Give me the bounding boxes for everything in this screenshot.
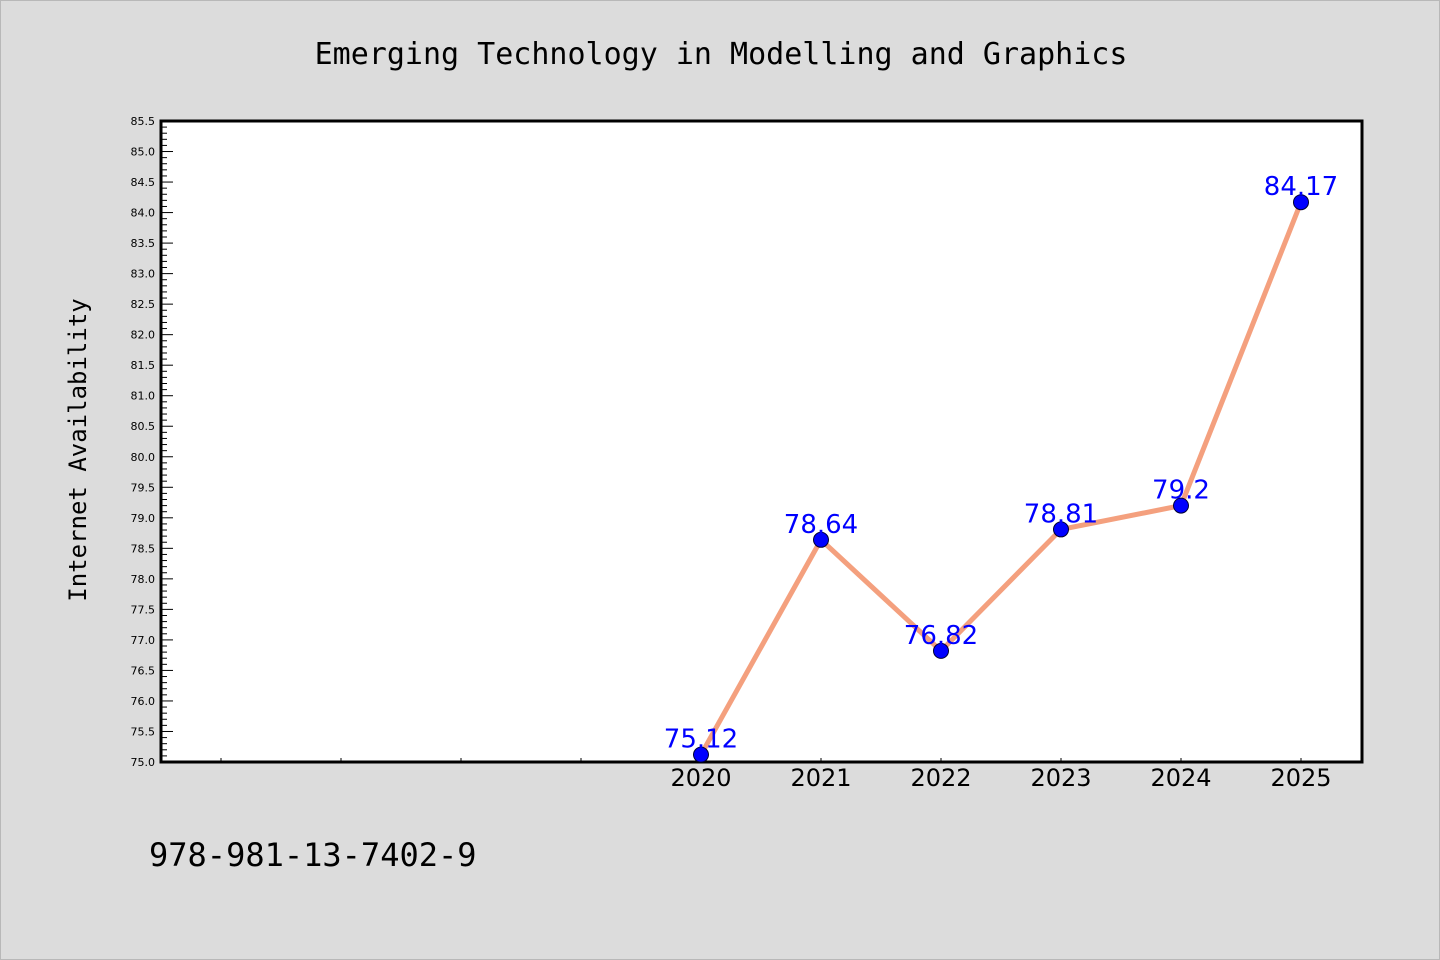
y-tick-label: 79.5 [131, 481, 156, 494]
data-label: 84.17 [1264, 172, 1338, 202]
y-tick-label: 82.0 [131, 329, 156, 342]
y-tick-label: 78.5 [131, 542, 156, 555]
y-tick-label: 85.0 [131, 146, 156, 159]
y-tick-label: 81.5 [131, 359, 156, 372]
y-tick-label: 77.0 [131, 634, 156, 647]
y-tick-label: 77.5 [131, 603, 156, 616]
y-tick-label: 75.5 [131, 725, 156, 738]
x-tick-label: 2025 [1270, 764, 1331, 792]
y-tick-label: 79.0 [131, 512, 156, 525]
y-tick-label: 84.0 [131, 207, 156, 220]
data-point [1293, 194, 1309, 211]
y-tick-label: 75.0 [131, 756, 156, 769]
data-label: 75.12 [664, 725, 738, 755]
y-tick-label: 84.5 [131, 176, 156, 189]
data-point [1173, 497, 1189, 514]
y-tick-label: 80.0 [131, 451, 156, 464]
x-tick-label: 2023 [1030, 764, 1091, 792]
y-tick-label: 76.0 [131, 695, 156, 708]
data-label: 76.82 [904, 621, 978, 651]
data-point [693, 746, 709, 763]
y-tick-label: 83.5 [131, 237, 156, 250]
y-axis-label: Internet Availability [64, 298, 92, 601]
y-tick-label: 80.5 [131, 420, 156, 433]
plot-area [159, 119, 1364, 764]
data-label: 78.64 [784, 510, 858, 540]
x-tick-label: 2021 [790, 764, 851, 792]
y-tick-label: 85.5 [131, 115, 156, 128]
y-axis-ticks: 75.0 75.5 76.0 76.5 77.0 77.5 78.0 78.5 79.0 79.5… [131, 115, 173, 769]
data-point [813, 531, 829, 548]
x-tick-label: 2024 [1150, 764, 1211, 792]
y-tick-label: 76.5 [131, 664, 156, 677]
data-point [933, 642, 949, 659]
isbn-label: 978-981-13-7402-9 [149, 836, 477, 874]
series-line [698, 201, 1304, 756]
data-point [1053, 521, 1069, 538]
x-tick-label: 2020 [670, 764, 731, 792]
chart-title: Emerging Technology in Modelling and Gra… [315, 37, 1128, 72]
y-tick-label: 82.5 [131, 298, 156, 311]
y-tick-label: 83.0 [131, 268, 156, 281]
y-tick-label: 81.0 [131, 390, 156, 403]
x-tick-label: 2022 [910, 764, 971, 792]
series-layer: 75.12 78.64 76.82 78.81 79.2 84.17 [664, 172, 1338, 763]
data-label: 79.2 [1152, 476, 1210, 506]
x-axis-ticks: 2020 2021 2022 2023 2024 2025 [220, 758, 1332, 792]
data-label: 78.81 [1024, 499, 1098, 529]
y-tick-label: 78.0 [131, 573, 156, 586]
